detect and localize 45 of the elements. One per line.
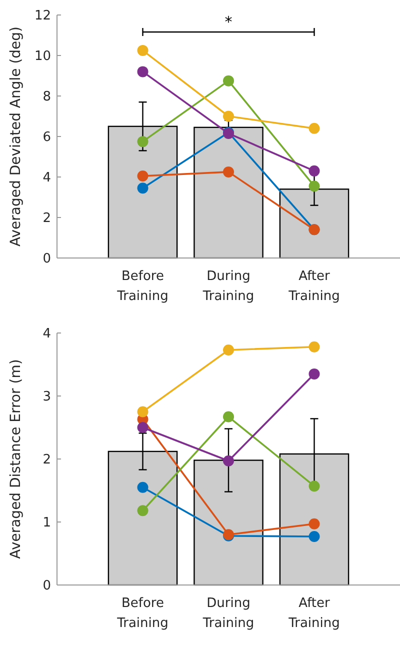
point	[137, 44, 148, 56]
y-tick-label: 2	[42, 452, 51, 468]
point	[137, 66, 148, 78]
point	[308, 341, 320, 352]
point	[308, 122, 320, 134]
x-tick-label: During Training	[202, 269, 254, 304]
point	[137, 505, 148, 516]
point	[308, 530, 320, 542]
y-tick-label: 10	[34, 49, 51, 64]
y-axis-title: Averaged Distance Error (m)	[8, 359, 24, 559]
y-tick-label: 0	[42, 578, 51, 594]
point	[137, 406, 148, 418]
point	[137, 422, 148, 433]
point	[223, 411, 234, 422]
point	[308, 165, 320, 176]
point	[137, 170, 148, 182]
point	[223, 166, 234, 178]
x-tick-label: During Training	[202, 596, 254, 631]
x-tick-label: After Training	[288, 269, 340, 304]
y-tick-label: 8	[42, 90, 51, 105]
point	[308, 518, 320, 530]
point	[223, 75, 234, 86]
y-tick-label: 1	[42, 516, 51, 531]
y-tick-label: 3	[42, 390, 51, 405]
x-tick-label: Before Training	[116, 269, 168, 304]
point	[137, 182, 148, 194]
annotation: *	[224, 13, 233, 31]
point	[223, 344, 234, 356]
y-tick-label: 4	[42, 170, 51, 186]
point	[223, 455, 234, 466]
point	[308, 368, 320, 380]
point	[137, 482, 148, 493]
y-tick-label: 2	[42, 211, 51, 226]
y-tick-label: 12	[34, 8, 51, 24]
point	[137, 136, 148, 148]
point	[308, 180, 320, 192]
y-tick-label: 6	[42, 130, 51, 146]
point	[308, 480, 320, 492]
x-tick-label: After Training	[288, 596, 340, 631]
y-axis-title: Averaged Deviated Angle (deg)	[8, 26, 24, 247]
bar	[194, 126, 264, 259]
y-tick-label: 0	[42, 252, 51, 267]
x-tick-label: Before Training	[116, 596, 168, 631]
point	[223, 110, 234, 122]
y-tick-label: 4	[42, 326, 51, 342]
